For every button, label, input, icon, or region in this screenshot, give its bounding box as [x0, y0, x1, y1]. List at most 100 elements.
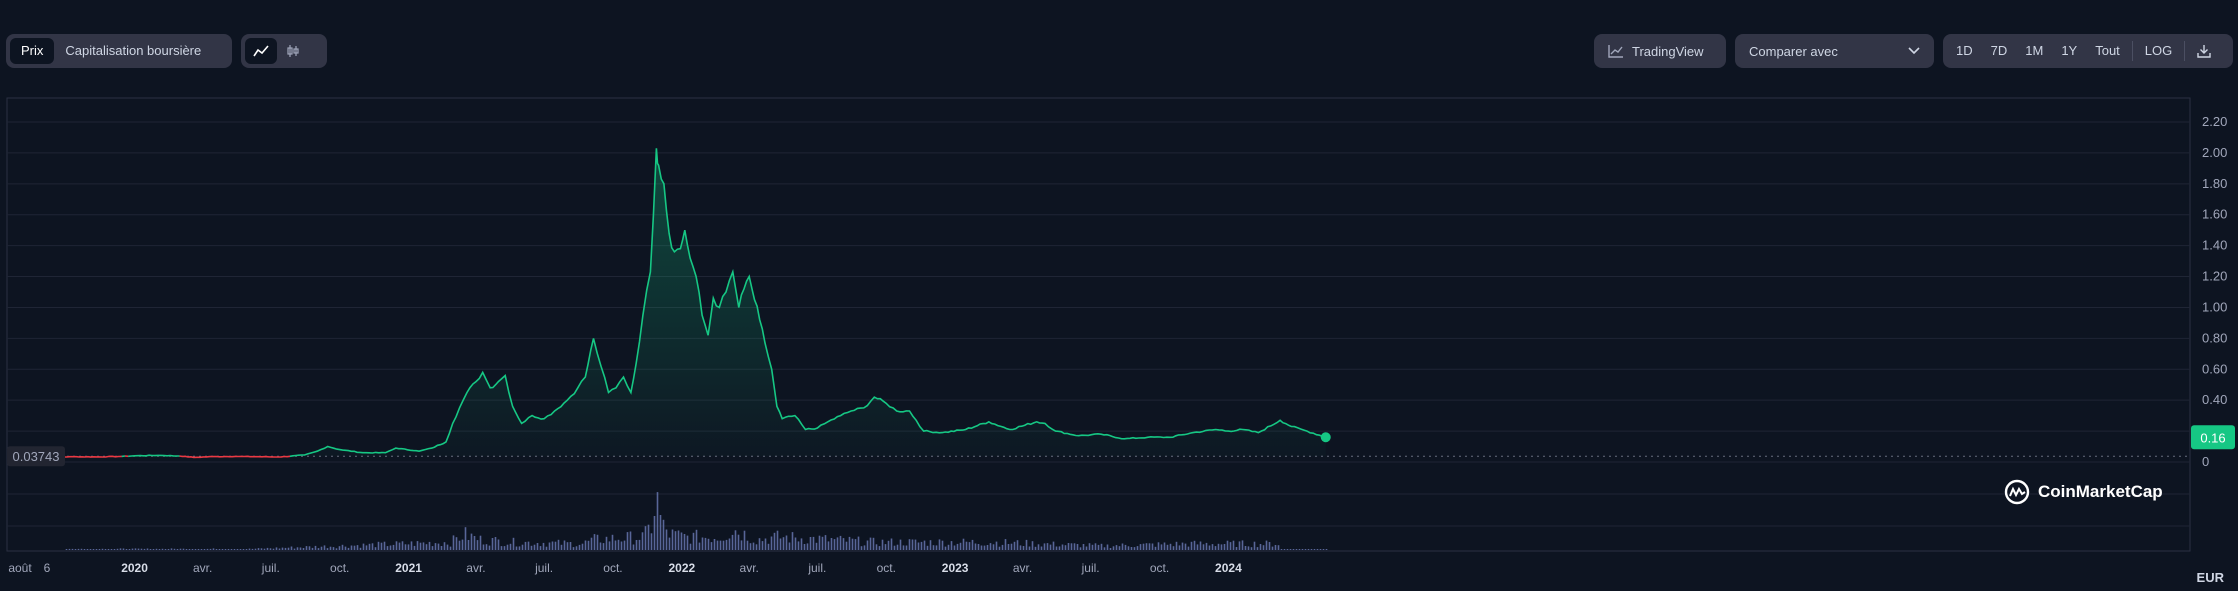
volume-bar: [236, 549, 239, 550]
range-7d[interactable]: 7D: [1990, 43, 2008, 58]
volume-bar: [281, 547, 284, 550]
volume-bar: [908, 539, 911, 550]
volume-bar: [1187, 546, 1190, 550]
volume-bar: [983, 545, 986, 550]
volume-bar: [1247, 546, 1250, 550]
volume-bar: [374, 547, 377, 550]
range-all[interactable]: Tout: [2095, 43, 2120, 58]
volume-bar: [83, 549, 86, 550]
volume-bar: [902, 545, 905, 550]
volume-bar: [773, 532, 776, 550]
volume-bar: [1019, 545, 1022, 550]
volume-bar: [1145, 543, 1148, 550]
volume-bar: [524, 541, 527, 550]
volume-bar: [1241, 540, 1244, 550]
volume-bar: [353, 545, 356, 550]
tradingview-button[interactable]: TradingView: [1594, 34, 1726, 68]
volume-bar: [1151, 543, 1154, 550]
download-icon[interactable]: [2188, 38, 2220, 64]
volume-bar: [431, 546, 434, 550]
watermark-text: CoinMarketCap: [2038, 482, 2163, 501]
volume-bar: [449, 546, 452, 550]
volume-bar: [359, 547, 362, 550]
price-line-segment: [179, 455, 291, 459]
volume-bar: [1136, 546, 1139, 550]
volume-bar: [1052, 541, 1055, 550]
plot-frame: [6, 97, 2191, 552]
line-chart-icon[interactable]: [245, 38, 277, 64]
volume-bar: [890, 538, 893, 550]
y-tick-label: 2.00: [2202, 145, 2227, 160]
volume-bar: [131, 548, 134, 550]
volume-bar: [476, 540, 479, 550]
x-tick-label: oct.: [330, 561, 349, 575]
volume-bar: [944, 546, 947, 550]
range-1m[interactable]: 1M: [2025, 43, 2044, 58]
volume-bar: [818, 535, 821, 550]
y-tick-label: 0: [2202, 454, 2209, 469]
volume-bar: [344, 546, 347, 550]
log-toggle[interactable]: LOG: [2144, 43, 2173, 58]
volume-bar: [98, 549, 101, 550]
range-1d[interactable]: 1D: [1956, 43, 1973, 58]
volume-bar: [749, 543, 752, 550]
volume-bar: [575, 546, 578, 550]
volume-bar: [311, 547, 314, 550]
volume-bar: [824, 535, 827, 550]
volume-bar: [665, 529, 668, 550]
volume-bar: [1001, 544, 1004, 550]
volume-bar: [482, 544, 485, 550]
volume-bar: [620, 541, 623, 550]
coinmarketcap-watermark: CoinMarketCap: [2004, 479, 2163, 505]
range-group: 1D 7D 1M 1Y Tout LOG: [1943, 34, 2233, 68]
volume-bar: [647, 524, 650, 550]
volume-bar: [746, 540, 749, 550]
price-line-segment: [128, 454, 180, 458]
volume-bar: [578, 544, 581, 550]
volume-bar: [854, 539, 857, 550]
volume-bar: [905, 545, 908, 550]
volume-bar: [1013, 541, 1016, 550]
volume-bar: [101, 548, 104, 550]
volume-bar: [821, 536, 824, 550]
volume-bar: [1109, 548, 1112, 550]
volume-bar: [950, 541, 953, 550]
tab-price[interactable]: Prix: [10, 38, 55, 64]
volume-bar: [641, 532, 644, 550]
volume-bar: [593, 534, 596, 550]
volume-bar: [875, 544, 878, 550]
volume-bar: [212, 548, 215, 550]
volume-bar: [74, 549, 77, 550]
tab-market-cap[interactable]: Capitalisation boursière: [65, 43, 202, 58]
candlestick-icon[interactable]: [277, 38, 309, 64]
volume-bar: [179, 548, 182, 550]
volume-bar: [932, 545, 935, 550]
range-1y[interactable]: 1Y: [2061, 43, 2078, 58]
volume-bar: [185, 549, 188, 550]
volume-bar: [731, 534, 734, 550]
volume-bar: [623, 540, 626, 550]
compare-dropdown[interactable]: Comparer avec: [1735, 34, 1934, 68]
volume-bar: [89, 549, 92, 550]
volume-bar: [791, 532, 794, 550]
volume-bar: [1073, 543, 1076, 550]
volume-bar: [509, 543, 512, 550]
volume-bar: [581, 543, 584, 550]
volume-bar: [266, 547, 269, 550]
y-tick-label: 1.20: [2202, 269, 2227, 284]
volume-bar: [1022, 546, 1025, 550]
volume-bar: [158, 549, 161, 550]
volume-bar: [197, 549, 200, 550]
volume-bar: [1193, 540, 1196, 550]
volume-bar: [173, 548, 176, 550]
volume-bar: [812, 536, 815, 550]
volume-bar: [701, 537, 704, 550]
price-line-segment: [289, 148, 1326, 458]
volume-bar: [1055, 546, 1058, 550]
volume-bar: [1010, 543, 1013, 550]
volume-bar: [1268, 542, 1271, 550]
volume-bar: [350, 545, 353, 550]
volume-bar: [233, 549, 236, 550]
volume-bar: [1217, 543, 1220, 550]
